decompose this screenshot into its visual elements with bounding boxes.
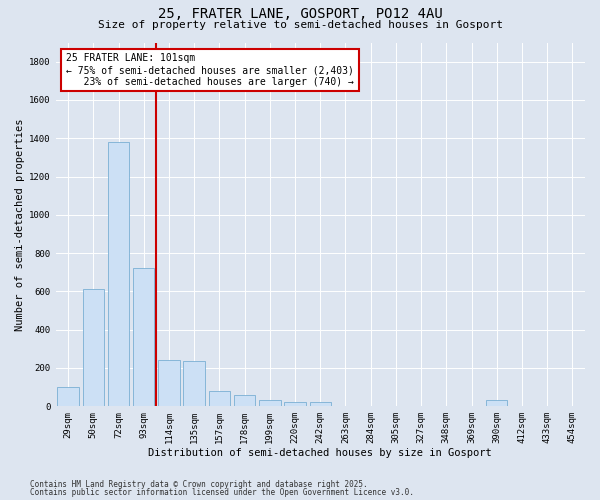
Bar — [184, 361, 205, 406]
Bar — [133, 268, 154, 406]
Text: Contains public sector information licensed under the Open Government Licence v3: Contains public sector information licen… — [30, 488, 414, 497]
Bar — [259, 400, 281, 406]
Bar — [209, 391, 230, 406]
Bar — [234, 394, 256, 406]
Bar — [83, 290, 104, 406]
Bar — [486, 400, 508, 406]
Text: 25 FRATER LANE: 101sqm
← 75% of semi-detached houses are smaller (2,403)
   23% : 25 FRATER LANE: 101sqm ← 75% of semi-det… — [66, 54, 354, 86]
Text: Contains HM Land Registry data © Crown copyright and database right 2025.: Contains HM Land Registry data © Crown c… — [30, 480, 368, 489]
Bar — [108, 142, 129, 406]
Text: 25, FRATER LANE, GOSPORT, PO12 4AU: 25, FRATER LANE, GOSPORT, PO12 4AU — [158, 8, 442, 22]
Bar — [310, 402, 331, 406]
Bar — [58, 387, 79, 406]
Bar — [284, 402, 306, 406]
Y-axis label: Number of semi-detached properties: Number of semi-detached properties — [15, 118, 25, 330]
Bar — [158, 360, 180, 406]
Text: Size of property relative to semi-detached houses in Gosport: Size of property relative to semi-detach… — [97, 20, 503, 30]
X-axis label: Distribution of semi-detached houses by size in Gosport: Distribution of semi-detached houses by … — [148, 448, 492, 458]
